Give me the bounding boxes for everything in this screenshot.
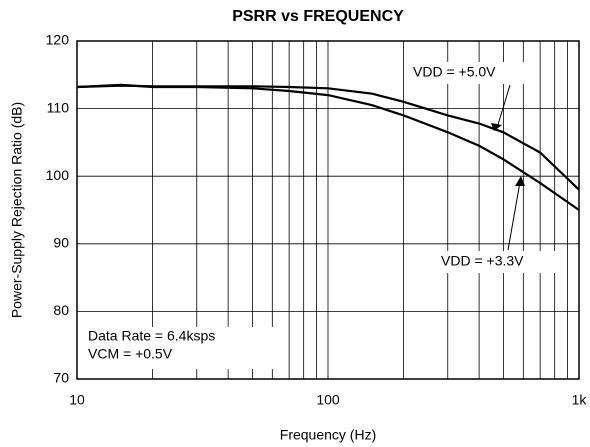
arrowhead	[515, 176, 525, 186]
annotation: Data Rate = 6.4ksps	[88, 328, 215, 344]
series-label: VDD = +3.3V	[441, 253, 524, 269]
chart-title: PSRR vs FREQUENCY	[232, 8, 404, 25]
arrow	[507, 181, 521, 251]
arrowhead	[491, 123, 502, 131]
y-tick-label: 80	[53, 302, 69, 318]
y-tick-label: 110	[47, 99, 70, 115]
series-label: VDD = +5.0V	[413, 64, 496, 80]
y-tick-label: 70	[53, 370, 69, 386]
label-box	[435, 251, 560, 273]
y-tick-label: 100	[46, 167, 70, 183]
x-tick-label: 10	[69, 392, 85, 408]
y-axis-label: Power-Supply Rejection Ratio (dB)	[9, 102, 25, 318]
lines	[76, 83, 580, 211]
x-axis-label: Frequency (Hz)	[280, 427, 376, 443]
x-tick-label: 1k	[572, 392, 588, 408]
y-tick-label: 90	[53, 235, 69, 251]
plot-frame	[76, 40, 580, 380]
label-box	[408, 62, 528, 84]
annotation: VCM = +0.5V	[88, 346, 173, 362]
series-line	[76, 83, 580, 211]
y-tick-label: 120	[46, 32, 70, 48]
note-box	[83, 327, 273, 369]
x-tick-label: 100	[316, 392, 340, 408]
arrow	[496, 84, 511, 129]
